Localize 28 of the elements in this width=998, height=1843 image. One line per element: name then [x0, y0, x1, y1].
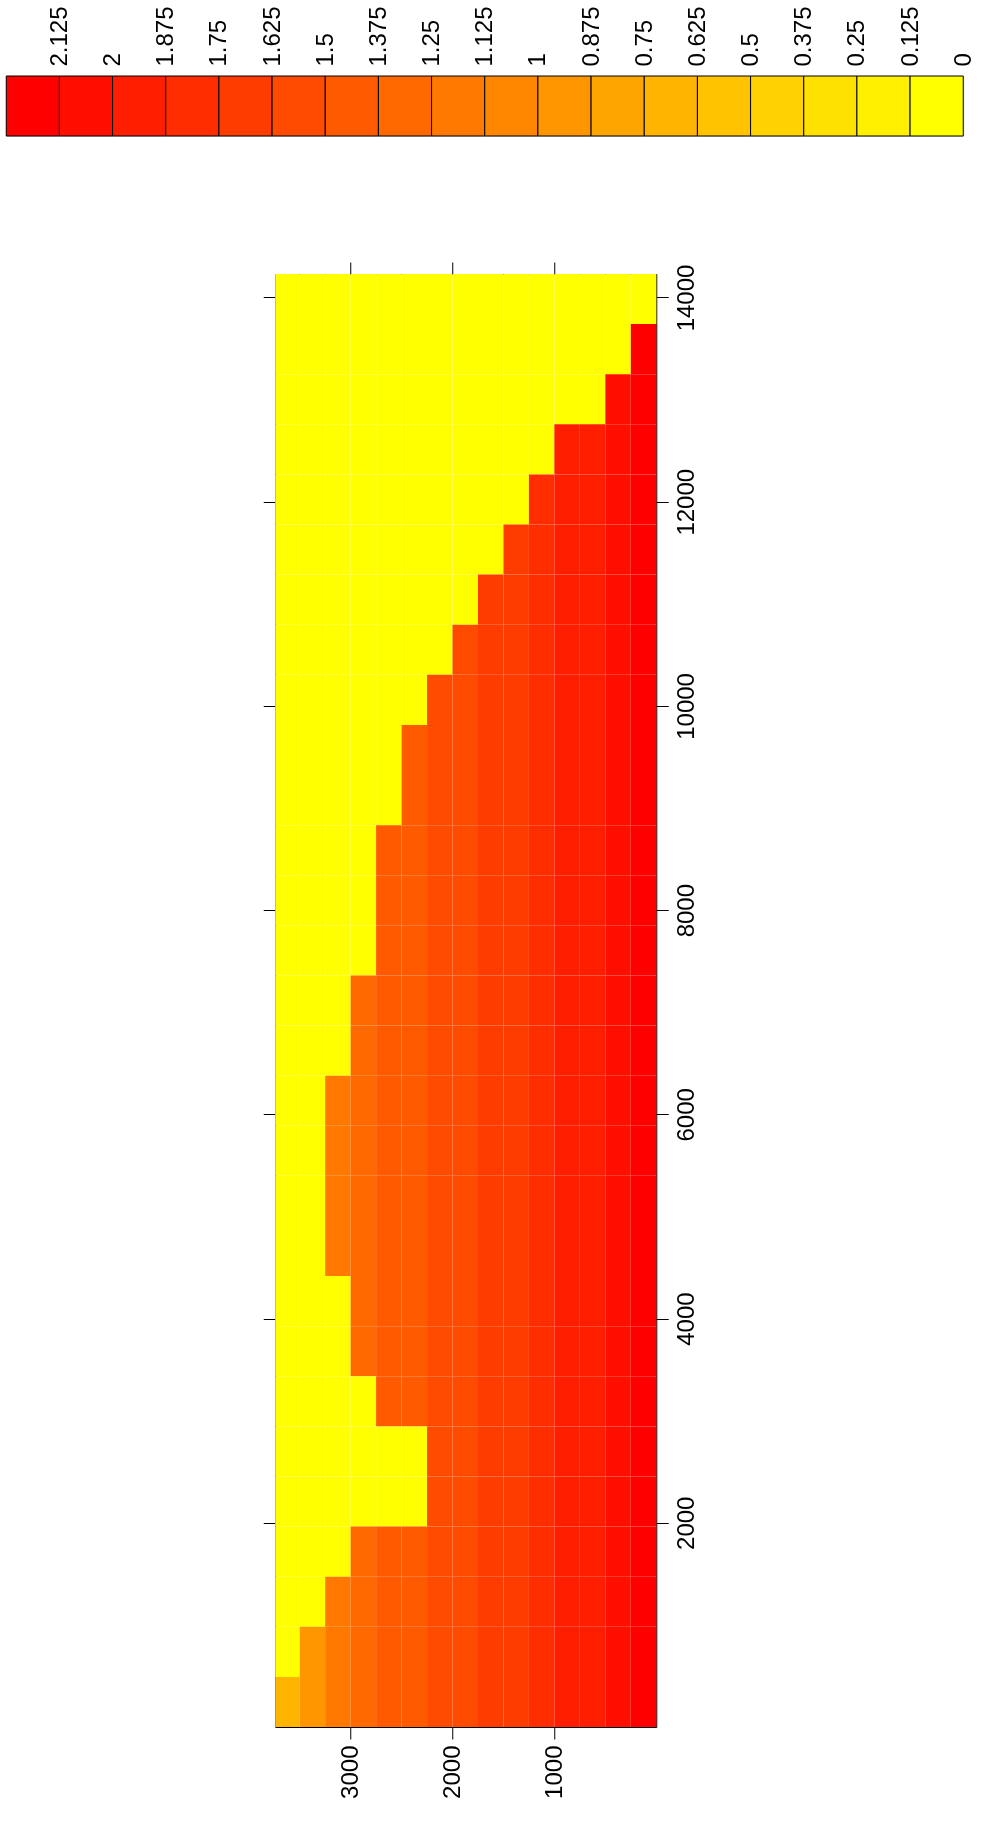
color-bar-label: 1.75 — [204, 19, 232, 67]
x-tick-label: 2000 — [438, 1745, 466, 1799]
y-tick-label: 2000 — [671, 1496, 699, 1550]
color-bar-label: 1.875 — [151, 6, 179, 67]
color-bar-label: 2 — [98, 53, 126, 67]
y-tick-label: 8000 — [671, 883, 699, 938]
color-bar-label: 1.25 — [417, 19, 445, 67]
y-tick-label: 4000 — [671, 1292, 699, 1346]
x-tick-label: 3000 — [336, 1745, 364, 1799]
color-bar-label: 1.625 — [257, 6, 285, 67]
color-bar-label: 1.375 — [363, 6, 391, 67]
x-tick-label: 1000 — [539, 1745, 567, 1799]
color-bar-label: 1.125 — [470, 6, 498, 67]
y-tick-label: 10000 — [671, 673, 699, 740]
color-bar-label: 0.5 — [736, 33, 764, 67]
color-bar-label: 0.375 — [789, 6, 817, 67]
color-bar-label: 0.875 — [576, 6, 604, 67]
color-bar-label: 0 — [948, 53, 976, 67]
y-tick-label: 12000 — [671, 468, 699, 536]
color-bar-label: 1.5 — [310, 33, 338, 67]
color-bar-label: 0.625 — [682, 6, 710, 67]
color-bar-label: 1 — [523, 53, 551, 67]
color-bar-label: 0.125 — [895, 6, 923, 67]
color-bar-label: 2.125 — [44, 6, 72, 67]
y-tick-label: 6000 — [671, 1088, 699, 1142]
y-tick-label: 14000 — [671, 264, 699, 332]
color-bar-label: 0.75 — [629, 19, 657, 67]
color-bar-label: 0.25 — [842, 19, 870, 67]
